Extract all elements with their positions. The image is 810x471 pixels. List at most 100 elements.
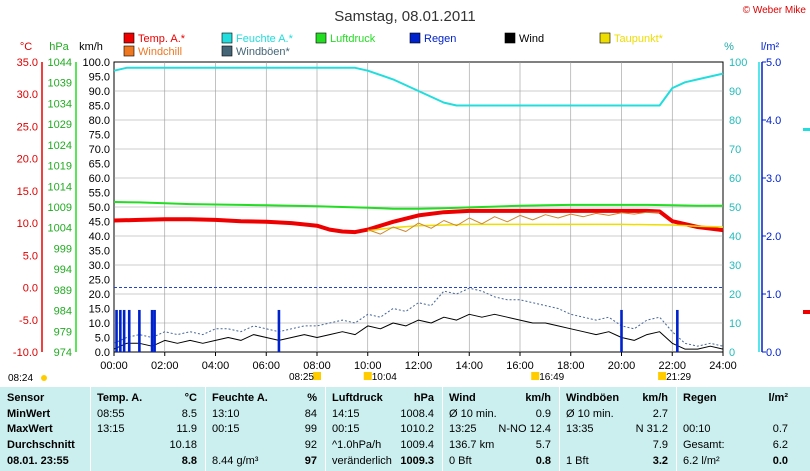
- wind-tick-label: 15.0: [89, 304, 110, 316]
- wind-column: Wind km/h Ø 10 min. 0.9 13:25 N-NO 12.4 136.7 …: [442, 387, 559, 471]
- marker-icon: [313, 372, 321, 380]
- wind-tick-label: 65.0: [89, 159, 110, 171]
- axes: 00:00 02:00 04:00 06:00 08:00 10:00 12:00 14:00…: [13, 57, 781, 372]
- sensor-column: Sensor MinWert MaxWert Durchschnitt 08.0…: [0, 387, 90, 471]
- temp-value: 11.9: [176, 423, 197, 435]
- x-tick-label: 16:00: [506, 360, 534, 372]
- humidity-value: 99: [304, 423, 317, 435]
- pressure-tick-label: 974: [54, 347, 72, 359]
- gusts-value: N 31.2: [635, 423, 668, 435]
- gusts-unit: km/h: [642, 392, 668, 404]
- pressure-meta: ^1.0hPa/h: [332, 439, 382, 451]
- gusts-meta: 13:35: [566, 423, 594, 435]
- marker-label: 10:04: [372, 372, 397, 383]
- pressure-tick-label: 994: [54, 264, 72, 276]
- wind-meta: 136.7 km: [449, 439, 495, 451]
- wind-tick-label: 40.0: [89, 231, 110, 243]
- rain-bar: [127, 309, 131, 352]
- pressure-tick-label: 1024: [48, 140, 72, 152]
- gusts-value: 7.9: [652, 439, 668, 451]
- row-label-max: MaxWert: [7, 423, 53, 435]
- series-windchill: [367, 211, 660, 235]
- gusts-column: Windböen km/h Ø 10 min. 2.7 13:35 N 31.2 7.9 1 …: [559, 387, 676, 471]
- pressure-value: 1009.4: [400, 439, 434, 451]
- x-tick-label: 10:00: [354, 360, 382, 372]
- legend-swatch: [599, 32, 611, 44]
- pressure-value: 1008.4: [400, 408, 434, 420]
- pressure-meta: 14:15: [332, 408, 360, 420]
- rain-tick-label: 4.0: [766, 115, 781, 127]
- side-humidity-mark: [803, 128, 810, 131]
- temp-tick-label: -5.0: [19, 315, 38, 327]
- series-pressure: [113, 201, 723, 210]
- legend-swatch: [315, 32, 327, 44]
- wind-tick-label: 100.0: [82, 57, 110, 69]
- wind-tick-label: 10.0: [89, 318, 110, 330]
- temp-tick-label: 5.0: [23, 250, 38, 262]
- series-temp: [113, 208, 724, 235]
- legend-swatch: [123, 32, 135, 44]
- wind-value: N-NO 12.4: [498, 423, 551, 435]
- pressure-meta: 00:15: [332, 423, 360, 435]
- wind-tick-label: 60.0: [89, 173, 110, 185]
- temp-tick-label: 35.0: [17, 57, 38, 69]
- rain-head: Regen: [683, 392, 717, 404]
- wind-tick-label: 85.0: [89, 101, 110, 113]
- legend-label: Taupunkt*: [614, 33, 664, 45]
- rain-tick-label: 1.0: [766, 289, 781, 301]
- wind-tick-label: 45.0: [89, 217, 110, 229]
- legend-label: Windböen*: [236, 46, 291, 58]
- gusts-head: Windböen: [566, 392, 620, 404]
- pressure-column: Luftdruck hPa 14:15 1008.4 00:15 1010.2 ^1.0hP…: [325, 387, 442, 471]
- temp-value: 8.8: [181, 455, 197, 467]
- x-tick-label: 08:00: [303, 360, 331, 372]
- rain-bar: [150, 309, 154, 352]
- wind-value: 0.8: [535, 455, 551, 467]
- plot-area: [113, 66, 724, 352]
- x-tick-label: 20:00: [608, 360, 636, 372]
- humidity-meta: 13:10: [212, 408, 240, 420]
- marker-icon: [531, 372, 540, 380]
- x-tick-label: 04:00: [202, 360, 230, 372]
- rain-meta: 00:10: [683, 423, 711, 435]
- wind-tick-label: 90.0: [89, 86, 110, 98]
- wind-tick-label: 30.0: [89, 260, 110, 272]
- gusts-meta: Ø 10 min.: [566, 408, 614, 420]
- humidity-unit: %: [307, 392, 317, 404]
- legend: Temp. A.* Feuchte A.* Luftdruck Regen Wind Ta…: [123, 32, 664, 58]
- temp-tick-label: 0.0: [23, 283, 38, 295]
- wind-tick-label: 55.0: [89, 188, 110, 200]
- rain-value: 0.7: [772, 423, 788, 435]
- pressure-tick-label: 1019: [48, 161, 72, 173]
- sensor-head: Sensor: [7, 392, 45, 404]
- weather-chart: Samstag, 08.01.2011 © Weber Mike Temp. A…: [8, 5, 810, 384]
- marker-label: 21:29: [666, 372, 691, 383]
- temp-column: Temp. A. °C 08:55 8.5 13:15 11.9 10.18 8.8: [90, 387, 205, 471]
- wind-meta: 0 Bft: [449, 455, 472, 467]
- extreme-markers: 08:24 08:25 10:04 16:49 21:29: [8, 372, 692, 384]
- temp-tick-label: 25.0: [17, 121, 38, 133]
- humidity-tick-label: 100: [729, 57, 747, 69]
- humidity-tick-label: 40: [729, 231, 741, 243]
- pressure-tick-label: 1014: [48, 181, 72, 193]
- side-strip: [803, 30, 810, 365]
- gusts-value: 3.2: [652, 455, 668, 467]
- humidity-tick-label: 60: [729, 173, 741, 185]
- temp-tick-label: 15.0: [17, 186, 38, 198]
- x-tick-label: 18:00: [557, 360, 585, 372]
- chart-title: Samstag, 08.01.2011: [334, 8, 476, 25]
- copyright-label: © Weber Mike: [743, 5, 807, 16]
- wind-tick-label: 95.0: [89, 72, 110, 84]
- wind-value: 0.9: [535, 408, 551, 420]
- wind-value: 5.7: [535, 439, 551, 451]
- pressure-tick-label: 1034: [48, 98, 72, 110]
- rain-bar: [122, 309, 126, 352]
- temp-tick-label: -10.0: [13, 347, 38, 359]
- humidity-tick-label: 50: [729, 202, 741, 214]
- side-temp-mark: [803, 310, 810, 314]
- rain-bar: [153, 309, 156, 352]
- wind-tick-label: 5.0: [95, 333, 110, 345]
- temp-tick-label: 20.0: [17, 154, 38, 166]
- rain-unit-label: l/m²: [761, 41, 780, 53]
- legend-label: Temp. A.*: [138, 33, 186, 45]
